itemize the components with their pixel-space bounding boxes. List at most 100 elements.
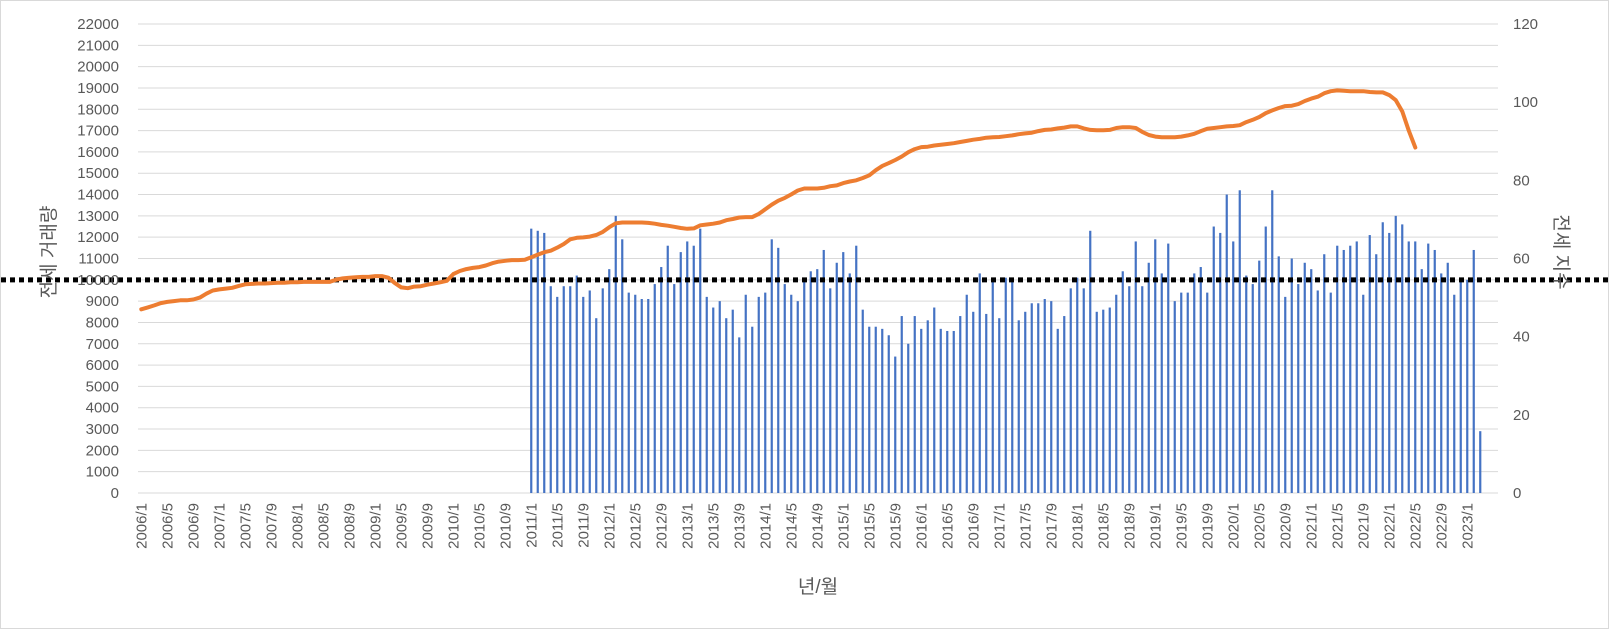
bar xyxy=(1147,262,1150,493)
y-tick-left: 12000 xyxy=(77,229,119,246)
bar xyxy=(1115,294,1118,493)
bar xyxy=(1089,230,1092,493)
y-tick-left: 19000 xyxy=(77,80,119,97)
y-axis-left-title: 전세 거래량 xyxy=(38,206,60,299)
bar xyxy=(1011,281,1014,493)
right-axis-ticks: 0 20 40 60 80 100 120 xyxy=(1513,16,1538,502)
bar xyxy=(640,299,643,493)
bar xyxy=(595,318,598,493)
x-tick: 2016/1 xyxy=(913,503,930,549)
y-tick-left: 15000 xyxy=(77,165,119,182)
bar xyxy=(1420,269,1423,493)
bar-series-volume xyxy=(530,190,1482,494)
bar xyxy=(1290,258,1293,493)
x-tick: 2007/5 xyxy=(237,503,254,549)
bar xyxy=(530,228,533,493)
x-tick: 2018/9 xyxy=(1121,503,1138,549)
x-tick: 2008/1 xyxy=(289,503,306,549)
bar xyxy=(582,296,585,493)
bar xyxy=(1024,311,1027,493)
bar xyxy=(1316,290,1319,493)
bar xyxy=(608,269,611,493)
x-tick: 2016/5 xyxy=(939,503,956,549)
bar xyxy=(868,326,871,493)
bar xyxy=(1271,190,1274,494)
x-tick: 2020/9 xyxy=(1277,503,1294,549)
bar xyxy=(829,288,832,493)
bar xyxy=(1186,292,1189,493)
x-tick: 2012/9 xyxy=(653,503,670,549)
y-axis-right-title: 전세 지수 xyxy=(1550,214,1572,289)
bar xyxy=(725,318,728,493)
line-series-index xyxy=(139,88,1418,312)
bar xyxy=(1212,226,1215,494)
bar xyxy=(1394,215,1397,493)
bar xyxy=(634,294,637,493)
x-tick: 2010/9 xyxy=(497,503,514,549)
bar xyxy=(1154,239,1157,493)
bar xyxy=(660,267,663,493)
x-tick: 2020/1 xyxy=(1225,503,1242,549)
bar xyxy=(601,288,604,493)
bar xyxy=(900,316,903,493)
y-tick-left: 17000 xyxy=(77,123,119,140)
bar xyxy=(933,307,936,493)
bar xyxy=(1407,241,1410,493)
y-tick-left: 1000 xyxy=(86,464,119,481)
bar xyxy=(822,249,825,493)
bar xyxy=(1284,296,1287,493)
bar xyxy=(679,252,682,493)
bar xyxy=(965,294,968,493)
bar xyxy=(757,296,760,493)
bar xyxy=(562,286,565,493)
x-tick: 2012/5 xyxy=(627,503,644,549)
x-tick: 2014/9 xyxy=(809,503,826,549)
bar xyxy=(783,284,786,493)
bar xyxy=(1193,273,1196,493)
bar xyxy=(985,313,988,493)
bar xyxy=(666,245,669,493)
bar xyxy=(848,273,851,493)
bar xyxy=(718,301,721,493)
bar xyxy=(1180,292,1183,493)
bar xyxy=(1433,249,1436,493)
bar xyxy=(1134,241,1137,493)
bar xyxy=(1375,254,1378,493)
bar xyxy=(731,309,734,493)
bar xyxy=(1264,226,1267,494)
bar xyxy=(946,330,949,493)
y-tick-left: 13000 xyxy=(77,208,119,225)
bar xyxy=(920,328,923,493)
x-tick: 2017/9 xyxy=(1043,503,1060,549)
bar xyxy=(874,326,877,493)
bar xyxy=(614,215,617,493)
index-line xyxy=(139,88,1418,312)
bar xyxy=(1037,303,1040,493)
y-tick-right: 0 xyxy=(1513,485,1521,502)
x-tick: 2016/9 xyxy=(965,503,982,549)
bar xyxy=(1238,190,1241,494)
x-axis-title: 년/월 xyxy=(798,576,838,598)
bar xyxy=(1095,311,1098,493)
bar xyxy=(1310,269,1313,493)
bar xyxy=(712,307,715,493)
bar xyxy=(1440,273,1443,493)
x-tick: 2006/9 xyxy=(185,503,202,549)
bar xyxy=(855,245,858,493)
y-tick-right: 40 xyxy=(1513,329,1530,346)
bar xyxy=(647,299,650,493)
bar xyxy=(1167,243,1170,493)
y-tick-right: 60 xyxy=(1513,251,1530,268)
bar xyxy=(744,294,747,493)
x-tick: 2009/1 xyxy=(367,503,384,549)
bar xyxy=(549,286,552,493)
x-tick: 2022/9 xyxy=(1433,503,1450,549)
bar xyxy=(1368,235,1371,494)
y-tick-left: 10000 xyxy=(77,272,119,289)
x-tick: 2010/1 xyxy=(445,503,462,549)
bar xyxy=(978,273,981,493)
x-tick: 2006/1 xyxy=(133,503,150,549)
y-tick-left: 8000 xyxy=(86,314,119,331)
bar xyxy=(1414,241,1417,493)
